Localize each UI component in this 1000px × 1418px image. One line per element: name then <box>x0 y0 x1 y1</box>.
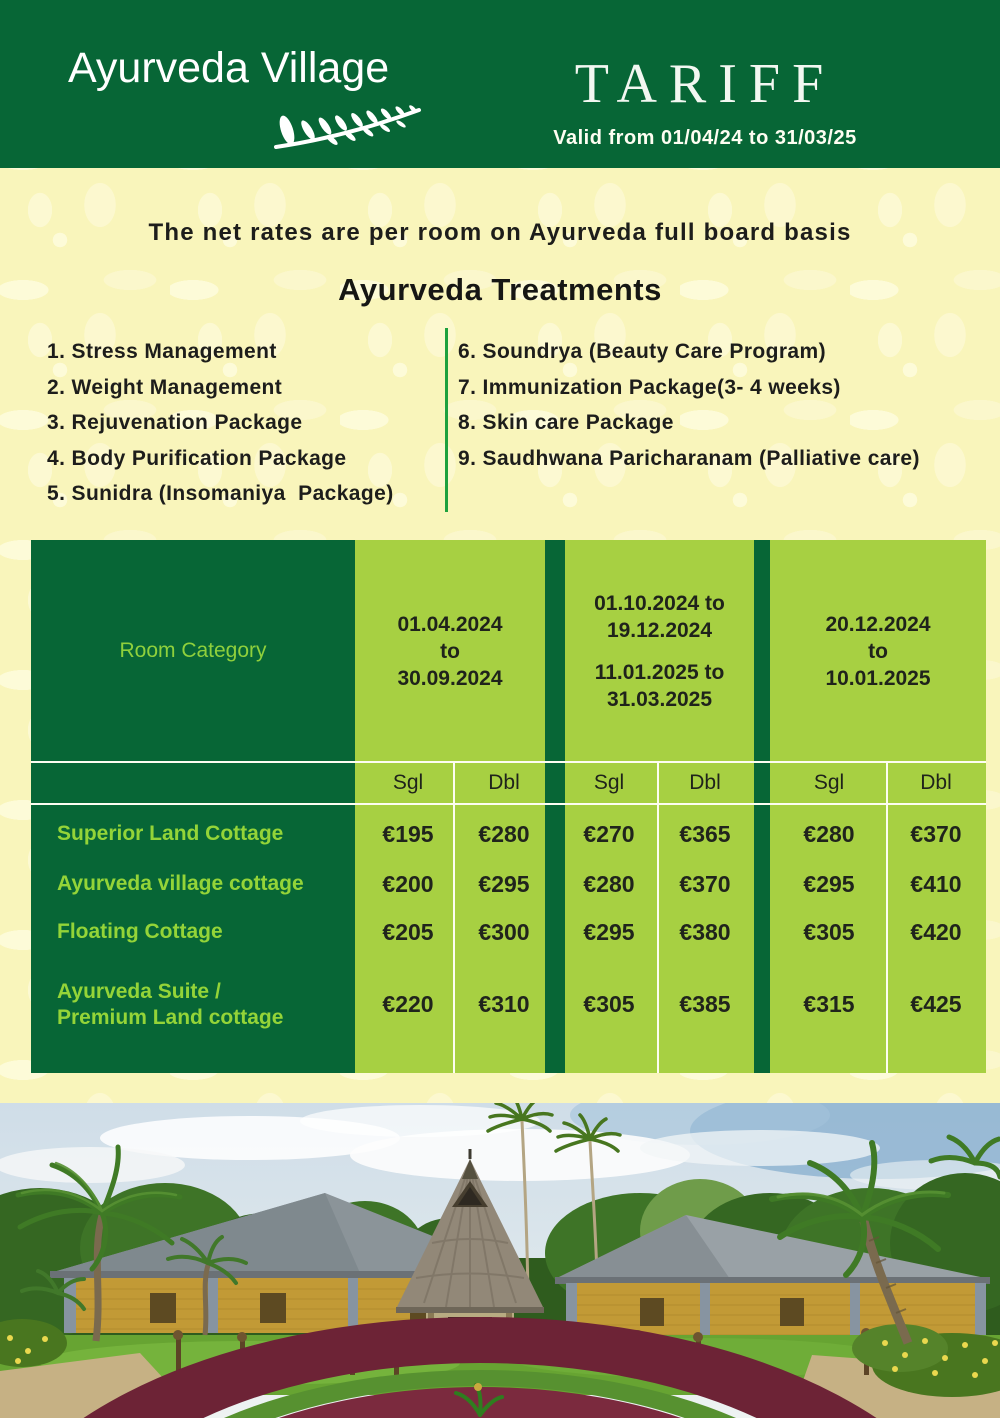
price-cell: €280 <box>583 870 635 897</box>
occupancy-header: Sgl <box>392 771 424 794</box>
price-cell: €305 <box>583 991 635 1017</box>
header: Ayurveda Village TARIFF Valid from 01/04… <box>0 0 1000 168</box>
period-header-3: 20.12.2024 to 10.01.2025 <box>770 540 986 762</box>
price-cell: €280 <box>803 820 855 847</box>
treatment-item: 4. Body Purification Package <box>47 446 347 470</box>
room-category-cell: Floating Cottage <box>57 920 223 943</box>
price-cell: €295 <box>478 870 530 897</box>
occupancy-header: Dbl <box>689 771 721 794</box>
table-divider-line <box>453 763 455 1073</box>
price-cell: €300 <box>478 918 530 945</box>
period-header-1: 01.04.2024 to 30.09.2024 <box>355 540 545 762</box>
price-cell: €420 <box>910 918 962 945</box>
price-cell: €305 <box>803 918 855 945</box>
room-category-header: Room Category <box>119 639 267 662</box>
treatments-right: 6. Soundrya (Beauty Care Program) 7. Immu… <box>458 334 978 476</box>
period-line: 01.10.2024 to <box>594 591 725 615</box>
period-column-band <box>355 540 545 1073</box>
price-cell: €370 <box>679 870 731 897</box>
table-divider-line <box>886 763 888 1073</box>
treatment-item: 8. Skin care Package <box>458 411 674 434</box>
treatment-item: 2. Weight Management <box>47 375 283 399</box>
room-category-cell: Ayurveda Suite / Premium Land cottage <box>57 979 284 1029</box>
price-cell: €195 <box>382 820 434 847</box>
room-category-cell: Superior Land Cottage <box>57 822 284 845</box>
treatment-item: 3. Rejuvenation Package <box>47 411 303 434</box>
treatment-item: 5. Sunidra (Insomaniya Package) <box>47 482 394 505</box>
price-cell: €270 <box>583 820 635 847</box>
period-line: 20.12.2024 <box>825 612 931 636</box>
price-cell: €200 <box>382 870 434 897</box>
price-cell: €205 <box>382 918 434 945</box>
period-line: 11.01.2025 to <box>594 660 725 684</box>
rates-note: The net rates are per room on Ayurveda f… <box>148 219 852 246</box>
period-header-2: 01.10.2024 to 19.12.2024 11.01.2025 to 31.0… <box>565 540 754 762</box>
validity-text: Valid from 01/04/24 to 31/03/25 <box>553 127 857 149</box>
treatment-item: 1. Stress Management <box>47 340 277 363</box>
room-category-cell: Ayurveda village cottage <box>57 872 304 895</box>
price-cell: €295 <box>803 870 855 897</box>
period-line: 30.09.2024 <box>397 666 503 690</box>
period-column-band <box>565 540 754 1073</box>
treatments-divider <box>445 328 448 512</box>
table-divider-line <box>657 763 659 1073</box>
price-cell: €385 <box>679 991 731 1017</box>
price-cell: €425 <box>910 991 962 1017</box>
treatment-item: 6. Soundrya (Beauty Care Program) <box>458 340 826 363</box>
tariff-table: Room Category 01.04.2024 to 30.09.2024 01.… <box>31 540 986 1073</box>
period-line: 01.04.2024 <box>397 612 503 636</box>
price-cell: €295 <box>583 918 635 945</box>
price-cell: €315 <box>803 991 855 1017</box>
page-title: TARIFF <box>574 53 836 115</box>
resort-photo <box>0 1103 1000 1418</box>
price-cell: €280 <box>478 820 530 847</box>
period-column-band <box>770 540 986 1073</box>
price-cell: €410 <box>910 870 962 897</box>
occupancy-header: Dbl <box>488 771 520 794</box>
occupancy-header: Sgl <box>813 771 845 794</box>
treatments-left: 1. Stress Management 2. Weight Management… <box>47 334 437 512</box>
period-line: to <box>440 639 460 663</box>
period-line: to <box>868 639 888 663</box>
occupancy-header: Dbl <box>920 771 952 794</box>
brand-name: Ayurveda Village <box>68 44 390 92</box>
treatment-item: 7. Immunization Package(3- 4 weeks) <box>458 375 841 399</box>
price-cell: €380 <box>679 918 731 945</box>
treatments-title: Ayurveda Treatments <box>338 272 662 307</box>
price-cell: €370 <box>910 820 962 847</box>
treatment-item: 9. Saudhwana Paricharanam (Palliative ca… <box>458 446 920 470</box>
period-line: 10.01.2025 <box>825 666 931 690</box>
period-line: 31.03.2025 <box>606 687 713 711</box>
price-cell: €220 <box>382 991 434 1017</box>
table-divider-line <box>31 803 986 805</box>
period-line: 19.12.2024 <box>606 618 713 642</box>
leaf-frond-icon <box>274 105 421 149</box>
occupancy-header: Sgl <box>593 771 625 794</box>
price-cell: €365 <box>679 820 731 847</box>
price-cell: €310 <box>478 991 530 1017</box>
table-divider-line <box>31 761 986 763</box>
